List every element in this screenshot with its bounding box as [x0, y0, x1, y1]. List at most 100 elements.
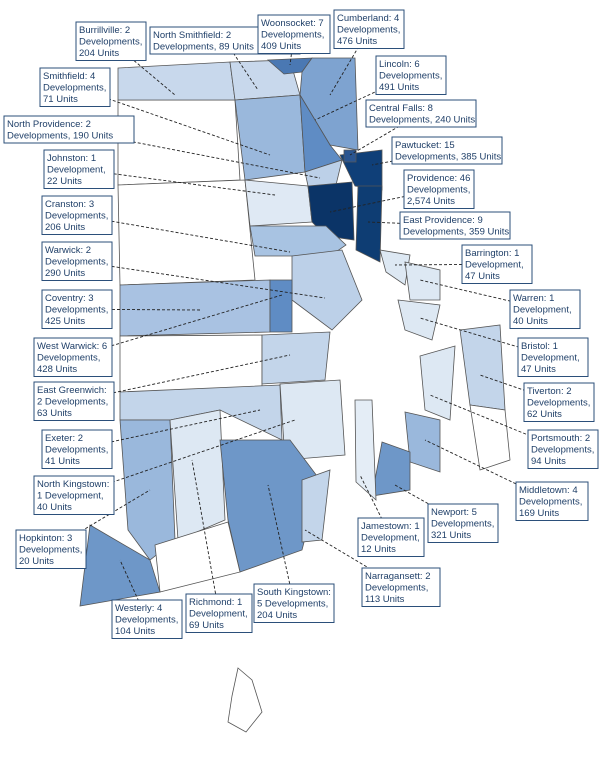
- label-text: Exeter: 2: [45, 433, 83, 444]
- block-island: [227, 667, 263, 733]
- label-text: Developments, 89 Units: [153, 42, 254, 53]
- label-text: 113 Units: [365, 594, 405, 605]
- label-text: Developments,: [115, 615, 178, 626]
- town: [234, 94, 306, 181]
- leader-line: [304, 529, 402, 588]
- label-text: 104 Units: [115, 626, 155, 637]
- town: [419, 345, 456, 421]
- town: [219, 439, 321, 573]
- label-text: Developments,: [45, 445, 108, 456]
- leader-line: [394, 484, 464, 524]
- label-text: 47 Units: [465, 271, 500, 282]
- label-text: Developments, 190 Units: [7, 131, 113, 142]
- leader-line: [367, 221, 456, 226]
- label-box: [75, 21, 147, 61]
- label-text: Developments,: [365, 583, 428, 594]
- label-text: 5 Developments,: [257, 599, 328, 610]
- label-box: [403, 169, 475, 209]
- town: [79, 524, 161, 607]
- label-box: [39, 67, 111, 107]
- leader-line: [73, 419, 296, 496]
- town: [291, 249, 363, 331]
- label-box: [391, 136, 503, 165]
- town: [355, 185, 383, 263]
- label-text: Narragansett: 2: [365, 571, 430, 582]
- label-text: Portsmouth: 2: [531, 433, 590, 444]
- label-box: [41, 241, 113, 281]
- town: [119, 334, 263, 393]
- town: [117, 99, 241, 186]
- label-text: Lincoln: 6: [379, 59, 420, 70]
- label-text: Developments, 240 Units: [369, 115, 475, 126]
- town: [279, 379, 346, 461]
- label-text: 62 Units: [527, 409, 562, 420]
- label-text: 12 Units: [361, 544, 396, 555]
- label-text: Bristol: 1: [521, 341, 558, 352]
- label-box: [43, 149, 115, 189]
- label-box: [41, 429, 113, 469]
- label-text: Developments,: [37, 353, 100, 364]
- label-text: Developments,: [45, 305, 108, 316]
- label-box: [357, 517, 425, 557]
- leader-line: [191, 459, 220, 614]
- label-text: 2,574 Units: [407, 196, 455, 207]
- town-label: South Kingstown:5 Developments,204 Units: [253, 583, 335, 623]
- leader-line: [424, 439, 553, 502]
- label-text: Developments,: [527, 398, 590, 409]
- label-text: 41 Units: [45, 456, 80, 467]
- label-box: [15, 529, 87, 569]
- label-text: 47 Units: [521, 364, 556, 375]
- label-text: Warwick: 2: [45, 245, 91, 256]
- label-box: [253, 583, 335, 623]
- label-box: [111, 599, 183, 639]
- label-text: Jamestown: 1: [361, 521, 420, 532]
- leader-line: [76, 260, 326, 299]
- label-text: Developments,: [19, 545, 82, 556]
- label-box: [527, 429, 599, 469]
- label-box: [3, 115, 135, 144]
- label-box: [33, 475, 115, 515]
- label-box: [257, 14, 331, 54]
- town: [404, 411, 441, 473]
- label-text: Barrington: 1: [465, 248, 519, 259]
- label-text: 40 Units: [37, 502, 72, 513]
- town: [154, 521, 241, 593]
- label-text: 1 Development,: [37, 491, 104, 502]
- town-label: East Greenwich:2 Developments,63 Units: [33, 381, 115, 421]
- label-text: Developments,: [45, 257, 108, 268]
- town: [343, 149, 357, 163]
- label-box: [41, 289, 113, 329]
- label-text: Central Falls: 8: [369, 103, 433, 114]
- label-text: Developments, 359 Units: [403, 227, 509, 238]
- label-text: North Kingstown:: [37, 479, 109, 490]
- label-text: Developments,: [431, 519, 494, 530]
- label-text: Hopkinton: 3: [19, 533, 72, 544]
- label-text: 425 Units: [45, 316, 85, 327]
- label-text: Smithfield: 4: [43, 71, 95, 82]
- label-box: [333, 9, 405, 49]
- label-text: Developments,: [337, 25, 400, 36]
- town: [119, 279, 271, 337]
- label-text: Coventry: 3: [45, 293, 94, 304]
- label-text: Middletown: 4: [519, 485, 578, 496]
- label-box: [365, 99, 477, 128]
